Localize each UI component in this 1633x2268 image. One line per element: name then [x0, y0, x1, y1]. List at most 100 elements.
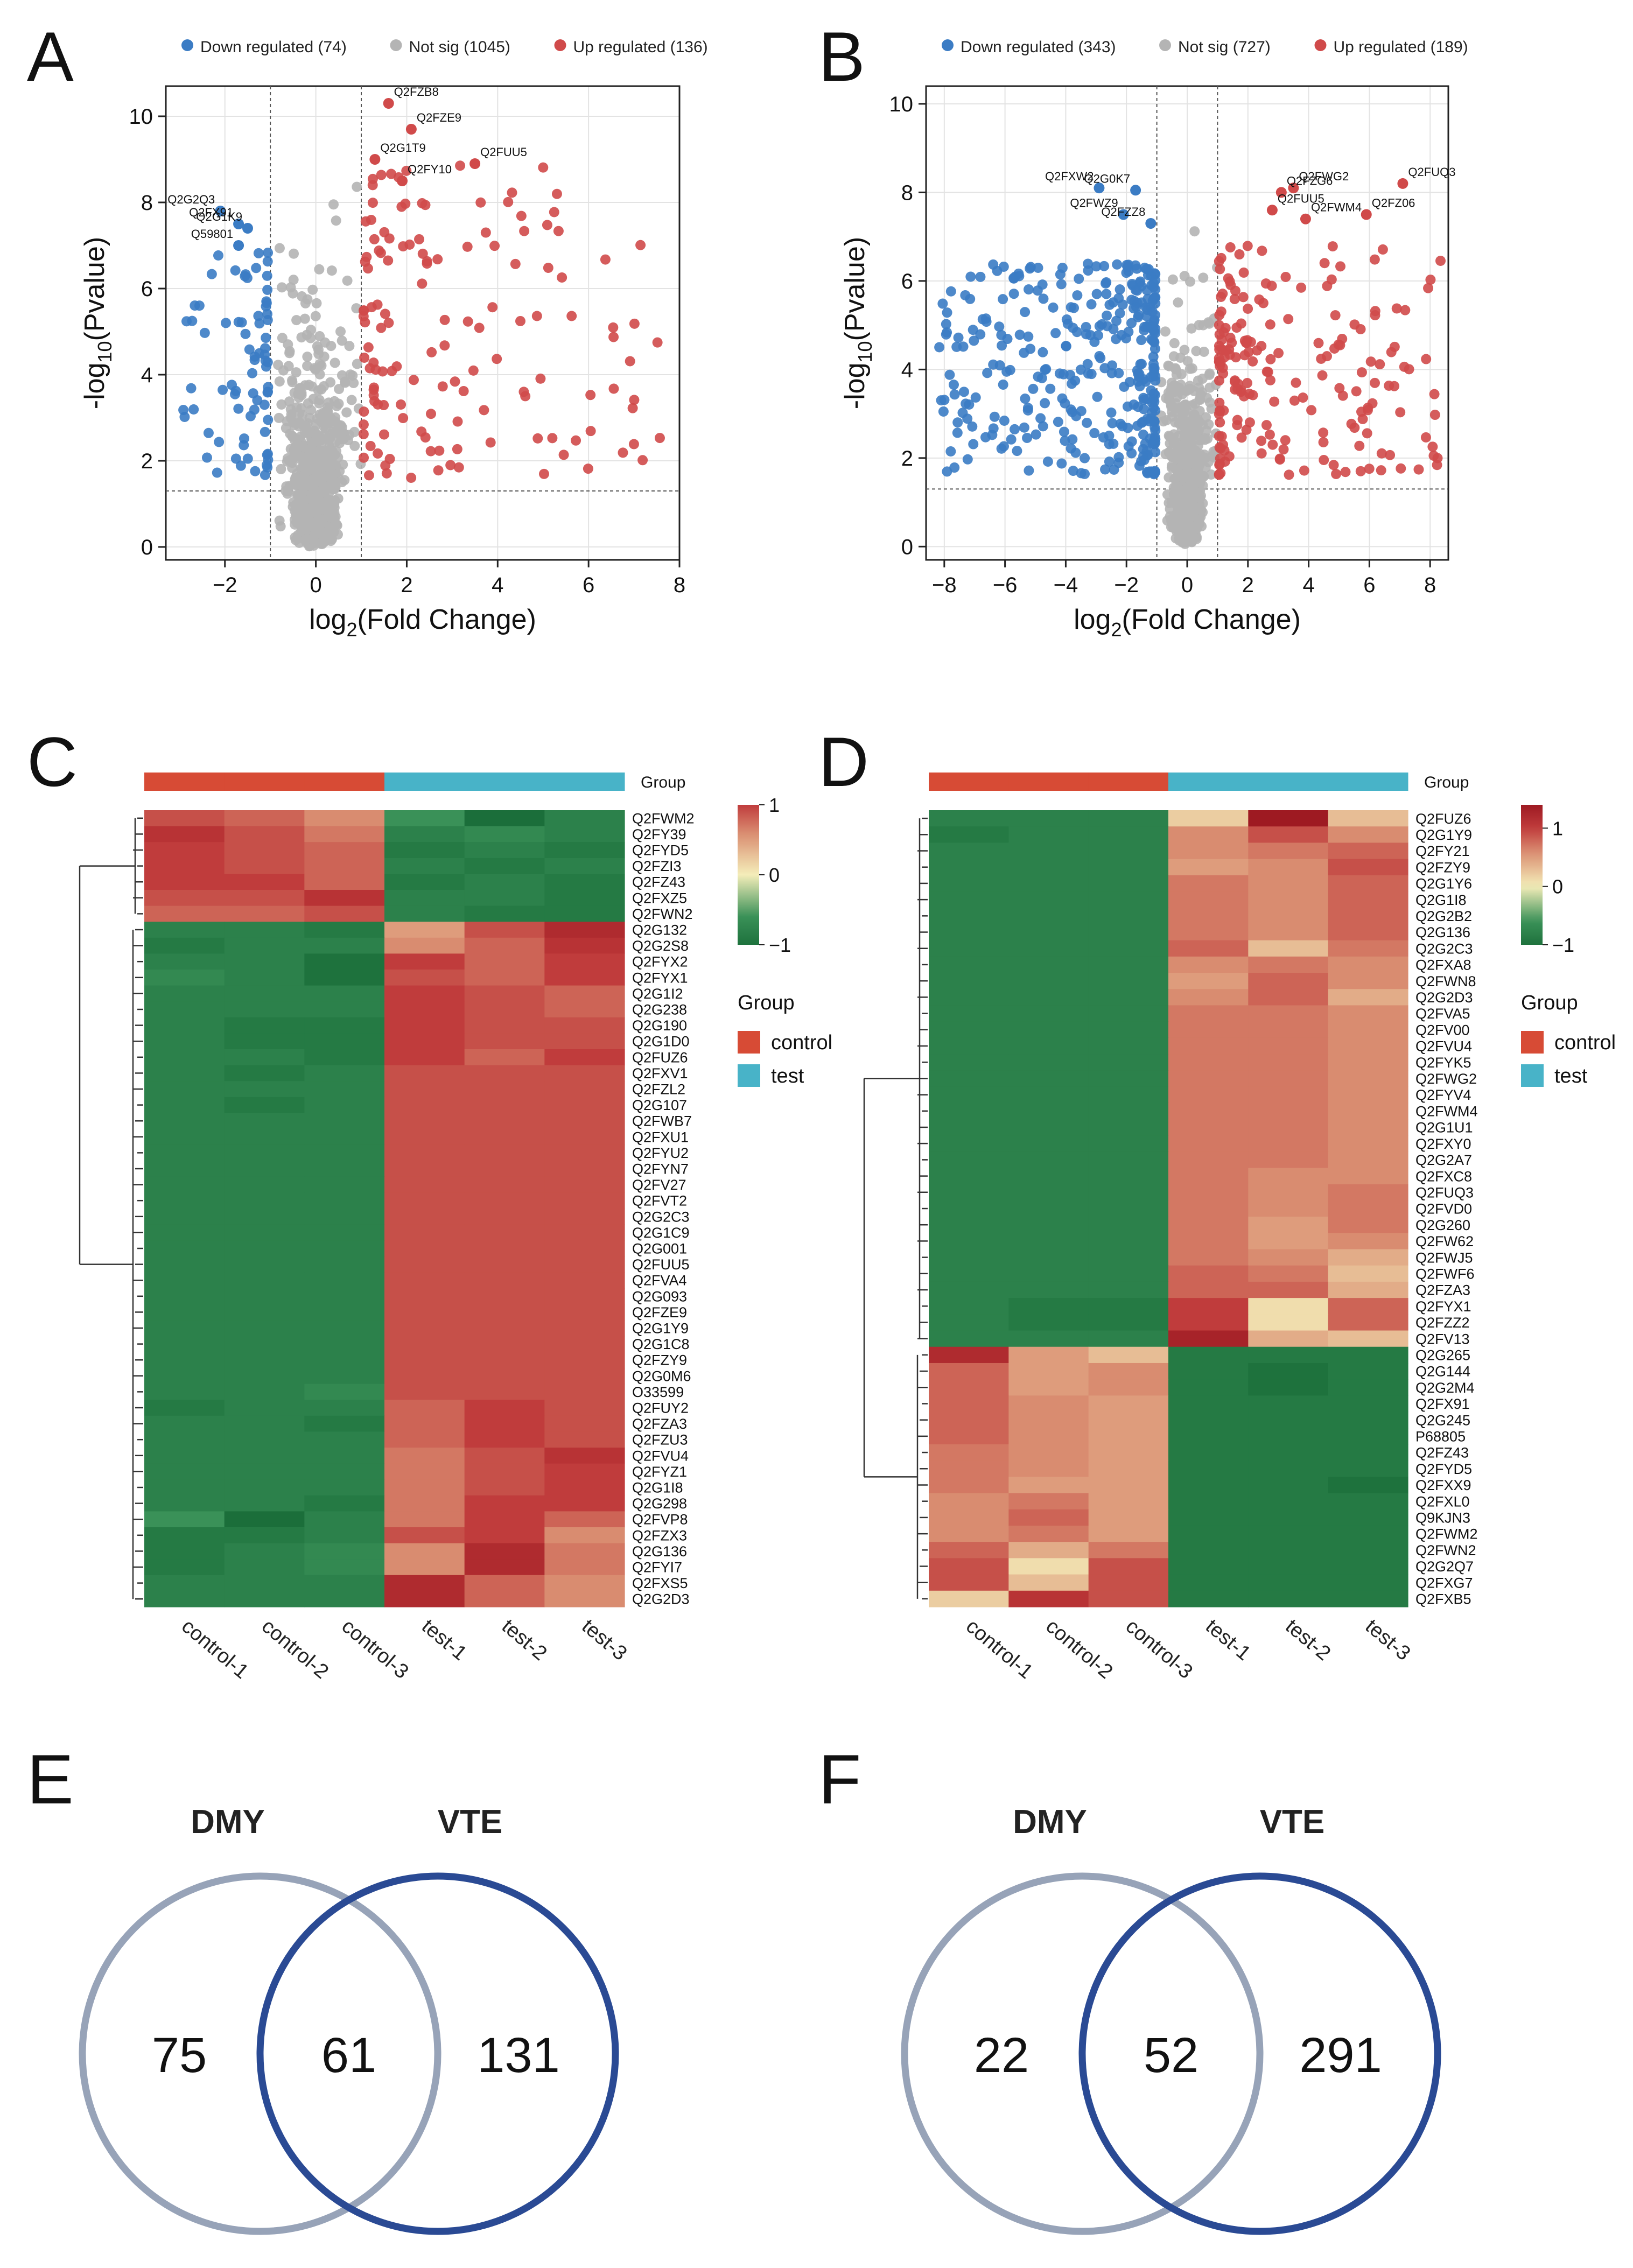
point-up-regulated [379, 227, 390, 237]
heatmap-cell [144, 1049, 225, 1066]
point-not-sig [344, 341, 355, 352]
heatmap-cell [384, 1288, 465, 1305]
heatmap-cell [1088, 1070, 1169, 1087]
row-label: Q2G245 [1415, 1412, 1470, 1428]
heatmap-cell [1248, 924, 1329, 941]
heatmap-cell [1088, 1542, 1169, 1558]
point-down-regulated [1129, 399, 1139, 410]
point-not-sig [337, 335, 347, 346]
heatmap-cell [304, 1192, 385, 1209]
point-down-regulated [1067, 406, 1077, 417]
heatmap-cell [1248, 1184, 1329, 1201]
heatmap-cell [1008, 1395, 1089, 1413]
heatmap-cell [544, 1033, 625, 1050]
point-down-regulated [949, 389, 960, 400]
point-up-regulated [458, 385, 469, 396]
point-down-regulated [251, 263, 262, 273]
heatmap-cell [224, 1591, 305, 1607]
point-not-sig [316, 445, 327, 456]
point-down-regulated [261, 333, 271, 343]
heatmap-cell [544, 1479, 625, 1496]
heatmap-cell [144, 890, 225, 907]
point-up-regulated [1291, 377, 1301, 388]
heatmap-cell [384, 874, 465, 890]
heatmap-cell [1248, 989, 1329, 1006]
heatmap-cell [464, 1463, 545, 1480]
point-not-sig [341, 407, 352, 418]
point-not-sig [1166, 377, 1177, 388]
point-down-regulated [260, 426, 270, 437]
heatmap-cell [384, 937, 465, 954]
x-tick-label: 4 [1302, 573, 1314, 597]
heatmap-cell [1328, 1168, 1408, 1185]
heatmap-cell [384, 1368, 465, 1385]
point-not-sig [321, 433, 332, 444]
heatmap-cell [304, 826, 385, 842]
point-down-regulated [199, 327, 210, 338]
heatmap-cell [304, 1448, 385, 1464]
point-not-sig [325, 511, 336, 522]
point-down-regulated [1074, 273, 1084, 284]
heatmap-cell [1088, 1509, 1169, 1526]
column-label: control-1 [962, 1615, 1037, 1683]
heatmap-cell [1088, 859, 1169, 876]
heatmap-cell [1168, 859, 1249, 876]
point-up-regulated [1413, 464, 1424, 475]
heatmap-cell [1168, 1249, 1249, 1266]
point-up-regulated [417, 278, 427, 289]
heatmap-cell [384, 890, 465, 907]
point-down-regulated [1038, 347, 1048, 357]
point-up-regulated [376, 170, 387, 180]
heatmap-cell [384, 922, 465, 938]
heatmap-cell [1328, 1119, 1408, 1136]
heatmap-cell [1088, 1249, 1169, 1266]
row-label: Q2FXB5 [1415, 1591, 1471, 1607]
point-down-regulated [1022, 403, 1033, 413]
heatmap-cell [304, 1113, 385, 1129]
heatmap-cell [929, 1217, 1009, 1233]
heatmap-cell [929, 1590, 1009, 1607]
heatmap-cell [1328, 1037, 1408, 1055]
heatmap-cell [1168, 1200, 1249, 1217]
point-up-regulated [515, 315, 525, 326]
heatmap-cell [224, 1384, 305, 1400]
point-not-sig [1178, 403, 1188, 414]
row-label: Q2FXX9 [1415, 1477, 1471, 1493]
row-label: Q2FXZ5 [632, 890, 687, 906]
point-up-regulated [1256, 341, 1267, 352]
point-up-regulated [1225, 242, 1236, 252]
point-up-regulated [543, 263, 553, 273]
point-not-sig [289, 248, 299, 259]
heatmap-cell [1328, 1054, 1408, 1071]
group-bar-segment [464, 773, 545, 791]
point-down-regulated [1083, 368, 1094, 379]
y-tick-label: 10 [129, 105, 153, 129]
point-down-regulated [982, 368, 993, 378]
venn-count-overlap: 52 [1144, 2028, 1199, 2083]
row-label: Q2FY39 [632, 826, 686, 842]
heatmap-cell [1088, 1493, 1169, 1510]
point-not-sig [1171, 398, 1181, 409]
point-not-sig [310, 364, 321, 375]
heatmap-cell [1088, 1444, 1169, 1461]
point-up-regulated [518, 387, 529, 397]
heatmap-cell [1168, 1379, 1249, 1396]
point-up-regulated [510, 258, 521, 269]
point-not-sig [290, 519, 300, 530]
heatmap-cell [1248, 1558, 1329, 1575]
point-up-regulated [1391, 303, 1402, 314]
point-up-regulated [1319, 454, 1329, 465]
point-down-regulated [1065, 370, 1076, 381]
heatmap-cell [1248, 1298, 1329, 1315]
y-axis-title: -log10(Pvalue) [839, 237, 876, 409]
point-down-regulated [1006, 434, 1017, 445]
heatmap-cell [929, 810, 1009, 827]
point-not-sig [1199, 346, 1209, 357]
group-bar-label: Group [1424, 774, 1469, 791]
heatmap-cell [544, 1256, 625, 1273]
point-not-sig [328, 199, 339, 210]
point-up-regulated [629, 395, 640, 405]
point-label: Q2G1K9 [196, 210, 242, 223]
point-up-regulated [1322, 280, 1333, 291]
point-up-regulated [1256, 436, 1267, 446]
